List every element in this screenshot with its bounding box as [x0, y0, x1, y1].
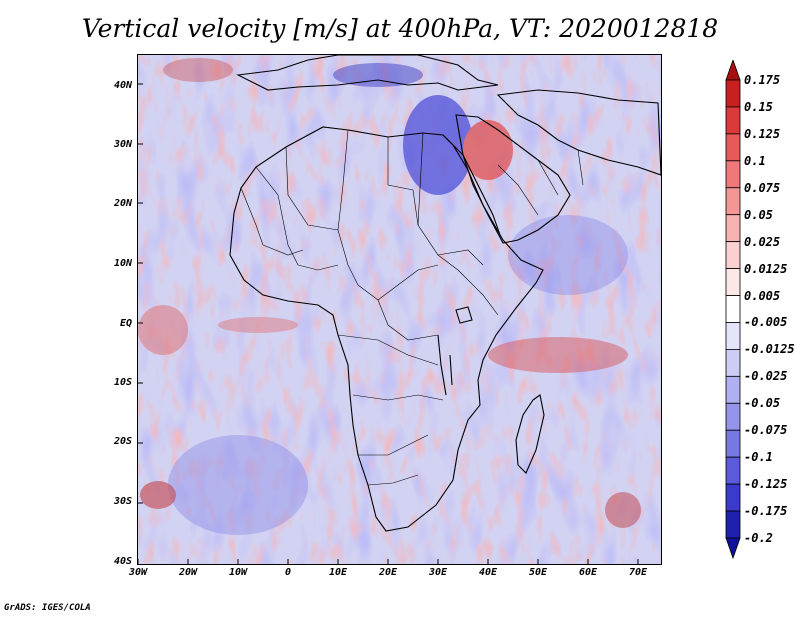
colorbar-cell: [725, 133, 741, 162]
colorbar-tick-label: -0.025: [744, 369, 788, 384]
colorbar-cell: [725, 295, 741, 323]
lon-label-20e: 20E: [378, 567, 398, 578]
lon-label-30w: 30W: [128, 567, 148, 578]
madagascar-outline: [515, 394, 545, 474]
colorbar-cell: [725, 241, 741, 269]
lon-label-50e: 50E: [528, 567, 548, 578]
colorbar-cell: [725, 214, 741, 243]
colorbar-tick-label: -0.1: [744, 450, 773, 465]
lat-label-30n: 30N: [113, 139, 132, 150]
colorbar-cell: [725, 402, 741, 431]
lat-label-40s: 40S: [113, 556, 132, 567]
colorbar-cell: [725, 510, 741, 539]
lat-label-10n: 10N: [113, 258, 132, 269]
colorbar-tick-label: 0.0125: [744, 261, 788, 276]
colorbar-cell: [725, 106, 741, 135]
colorbar-tick-label: 0.125: [744, 126, 781, 141]
country-borders: [240, 129, 584, 486]
lon-label-0: 0: [284, 567, 292, 578]
plot-title: Vertical velocity [m/s] at 400hPa, VT: 2…: [81, 14, 719, 43]
colorbar-cell: [725, 349, 741, 377]
lon-label-10w: 10W: [228, 567, 248, 578]
lat-label-40n: 40N: [113, 80, 132, 91]
lake-victoria: [455, 306, 473, 324]
velocity-shading: [138, 55, 661, 564]
coastlines: [229, 55, 661, 532]
lon-label-10e: 10E: [328, 567, 348, 578]
colorbar-tick-label: -0.2: [744, 531, 773, 545]
velocity-field-map: [138, 55, 661, 564]
colorbar-cell: [725, 322, 741, 350]
colorbar-cell: [725, 483, 741, 512]
red-sea: [442, 134, 501, 236]
colorbar-cell: [725, 79, 741, 108]
arabia-outline: [455, 114, 571, 244]
colorbar-cap-top: [725, 60, 741, 81]
colorbar-cell: [725, 160, 741, 189]
lon-label-40e: 40E: [478, 567, 498, 578]
lat-label-eq: EQ: [119, 318, 132, 329]
colorbar-tick-label: -0.175: [744, 504, 788, 519]
colorbar-tick-label: -0.005: [744, 315, 788, 330]
colorbar-tick-label: -0.075: [744, 423, 788, 438]
grads-credit: GrADS: IGES/COLA: [4, 603, 91, 613]
lat-label-30s: 30S: [113, 496, 132, 507]
colorbar-tick-label: -0.125: [744, 477, 788, 492]
lon-label-70e: 70E: [628, 567, 648, 578]
colorbar-tick-label: 0.075: [744, 180, 781, 195]
colorbar-tick-label: 0.15: [744, 99, 773, 114]
lat-label-10s: 10S: [113, 377, 132, 388]
colorbar: [725, 60, 741, 560]
colorbar-tick-label: 0.1: [744, 153, 766, 168]
colorbar-cell: [725, 375, 741, 404]
colorbar-cell: [725, 187, 741, 216]
africa-outline: [229, 126, 544, 532]
lat-label-20s: 20S: [113, 436, 132, 447]
colorbar-tick-label: 0.025: [744, 234, 781, 249]
lon-label-20w: 20W: [178, 567, 198, 578]
colorbar-tick-label: 0.175: [744, 73, 781, 87]
colorbar-cap-bottom: [725, 537, 741, 560]
lon-label-30e: 30E: [428, 567, 448, 578]
map-panel: [137, 54, 662, 565]
colorbar-cell: [725, 456, 741, 485]
rift-lakes: [437, 334, 453, 396]
lon-label-60e: 60E: [578, 567, 598, 578]
middle-east-outline: [496, 89, 661, 176]
feature-patches: [138, 58, 641, 535]
frame-ticks: [138, 83, 639, 564]
colorbar-cell: [725, 268, 741, 296]
colorbar-tick-label: -0.0125: [744, 342, 795, 357]
colorbar-tick-label: 0.05: [744, 207, 773, 222]
lat-label-20n: 20N: [113, 198, 132, 209]
colorbar-tick-label: 0.005: [744, 288, 781, 303]
colorbar-tick-label: -0.05: [744, 396, 781, 411]
europe-outline: [236, 55, 499, 91]
colorbar-cell: [725, 429, 741, 458]
